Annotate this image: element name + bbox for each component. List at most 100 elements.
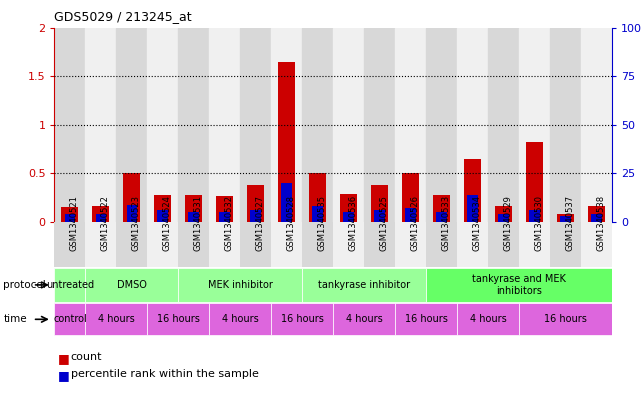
- Text: GSM1340522: GSM1340522: [101, 195, 110, 252]
- Text: tankyrase and MEK
inhibitors: tankyrase and MEK inhibitors: [472, 274, 566, 296]
- Text: GSM1340530: GSM1340530: [535, 195, 544, 252]
- Bar: [550, 222, 581, 267]
- Text: GSM1340524: GSM1340524: [163, 195, 172, 252]
- Text: GSM1340533: GSM1340533: [442, 195, 451, 252]
- Bar: [219, 212, 230, 222]
- Bar: [364, 28, 395, 222]
- Text: DMSO: DMSO: [117, 280, 147, 290]
- Text: GSM1340534: GSM1340534: [472, 195, 482, 252]
- Bar: [178, 222, 210, 267]
- Bar: [340, 194, 357, 222]
- Bar: [426, 268, 612, 302]
- Bar: [210, 28, 240, 222]
- Bar: [85, 303, 147, 335]
- Bar: [124, 173, 140, 222]
- Bar: [278, 62, 296, 222]
- Bar: [154, 195, 171, 222]
- Bar: [395, 28, 426, 222]
- Bar: [529, 210, 540, 222]
- Text: tankyrase inhibitor: tankyrase inhibitor: [318, 280, 410, 290]
- Bar: [240, 28, 271, 222]
- Text: ■: ■: [58, 369, 69, 382]
- Bar: [185, 195, 203, 222]
- Bar: [303, 268, 426, 302]
- Bar: [374, 210, 385, 222]
- Bar: [395, 303, 457, 335]
- Bar: [147, 222, 178, 267]
- Text: GSM1340537: GSM1340537: [565, 195, 575, 252]
- Text: GSM1340525: GSM1340525: [379, 195, 389, 252]
- Bar: [560, 216, 571, 222]
- Bar: [488, 222, 519, 267]
- Text: GSM1340538: GSM1340538: [597, 195, 606, 252]
- Bar: [303, 222, 333, 267]
- Bar: [96, 214, 106, 222]
- Bar: [178, 268, 303, 302]
- Text: percentile rank within the sample: percentile rank within the sample: [71, 369, 258, 379]
- Text: GSM1340536: GSM1340536: [349, 195, 358, 252]
- Bar: [364, 222, 395, 267]
- Bar: [333, 28, 364, 222]
- Bar: [426, 28, 457, 222]
- Bar: [281, 183, 292, 222]
- Bar: [464, 159, 481, 222]
- Bar: [271, 28, 303, 222]
- Text: 4 hours: 4 hours: [346, 314, 383, 324]
- Text: count: count: [71, 352, 102, 362]
- Text: 16 hours: 16 hours: [157, 314, 200, 324]
- Text: time: time: [3, 314, 27, 324]
- Bar: [405, 208, 416, 222]
- Text: control: control: [53, 314, 87, 324]
- Bar: [217, 196, 233, 222]
- Bar: [495, 206, 512, 222]
- Bar: [437, 212, 447, 222]
- Bar: [85, 268, 178, 302]
- Bar: [54, 28, 85, 222]
- Bar: [54, 303, 85, 335]
- Bar: [92, 206, 110, 222]
- Bar: [62, 208, 78, 222]
- Bar: [310, 173, 326, 222]
- Bar: [395, 222, 426, 267]
- Text: GSM1340528: GSM1340528: [287, 195, 296, 252]
- Bar: [344, 212, 354, 222]
- Bar: [426, 222, 457, 267]
- Bar: [519, 28, 550, 222]
- Bar: [247, 185, 264, 222]
- Text: 4 hours: 4 hours: [470, 314, 506, 324]
- Text: GSM1340535: GSM1340535: [318, 195, 327, 252]
- Bar: [371, 185, 388, 222]
- Text: 16 hours: 16 hours: [405, 314, 447, 324]
- Bar: [271, 222, 303, 267]
- Bar: [147, 28, 178, 222]
- Text: 4 hours: 4 hours: [222, 314, 259, 324]
- Bar: [188, 212, 199, 222]
- Bar: [117, 28, 147, 222]
- Text: 16 hours: 16 hours: [544, 314, 587, 324]
- Bar: [488, 28, 519, 222]
- Bar: [147, 303, 210, 335]
- Bar: [65, 214, 76, 222]
- Bar: [158, 210, 169, 222]
- Bar: [467, 195, 478, 222]
- Text: GSM1340521: GSM1340521: [70, 195, 79, 252]
- Bar: [526, 142, 543, 222]
- Bar: [117, 222, 147, 267]
- Bar: [519, 222, 550, 267]
- Bar: [457, 28, 488, 222]
- Bar: [312, 206, 323, 222]
- Text: GDS5029 / 213245_at: GDS5029 / 213245_at: [54, 10, 192, 23]
- Text: MEK inhibitor: MEK inhibitor: [208, 280, 273, 290]
- Text: 4 hours: 4 hours: [98, 314, 135, 324]
- Bar: [126, 204, 137, 222]
- Bar: [591, 214, 602, 222]
- Bar: [271, 303, 333, 335]
- Text: GSM1340523: GSM1340523: [132, 195, 141, 252]
- Bar: [85, 28, 117, 222]
- Text: ■: ■: [58, 352, 69, 365]
- Bar: [333, 303, 395, 335]
- Text: GSM1340526: GSM1340526: [411, 195, 420, 252]
- Bar: [433, 195, 450, 222]
- Bar: [240, 222, 271, 267]
- Text: GSM1340532: GSM1340532: [225, 195, 234, 252]
